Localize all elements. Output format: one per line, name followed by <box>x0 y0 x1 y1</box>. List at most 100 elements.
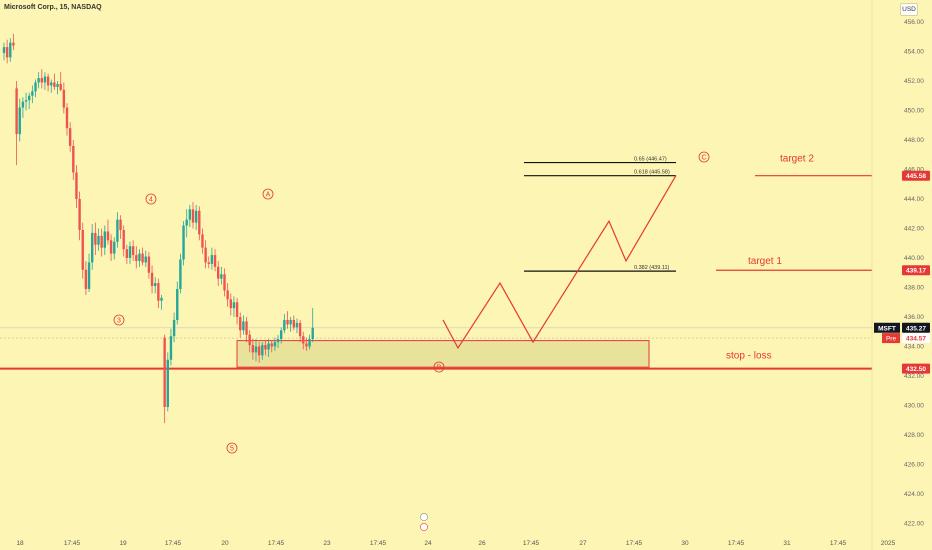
candle-body <box>34 82 37 92</box>
candle-body <box>53 82 56 87</box>
price-tick-label: 438.00 <box>904 285 924 292</box>
candle-body <box>295 322 299 328</box>
candle-body <box>125 249 129 258</box>
candle-body <box>12 42 15 46</box>
candle-body <box>302 336 305 344</box>
projected-wave-path <box>442 175 677 350</box>
target-1-price-tag-bg <box>902 265 930 276</box>
candle-body <box>135 255 138 261</box>
candle-body <box>276 339 280 343</box>
time-tick-label: 17:45 <box>728 540 745 547</box>
wave-label-3: 3 <box>117 318 121 325</box>
candle-body <box>15 88 18 135</box>
candle-body <box>59 83 62 90</box>
candle-body <box>154 283 157 287</box>
price-tick-label: 444.00 <box>904 196 924 203</box>
candle-body <box>122 229 125 250</box>
price-tick-label: 430.00 <box>904 403 924 410</box>
price-tick-label: 454.00 <box>904 49 924 56</box>
candle-body <box>37 78 40 83</box>
symbol-tag-bg <box>874 322 900 333</box>
candle-body <box>270 343 273 347</box>
time-tick-label: 24 <box>424 540 432 547</box>
candle-body <box>232 302 236 309</box>
candle-body <box>163 337 166 407</box>
candle-body <box>226 290 229 300</box>
wave-label-circle <box>145 193 157 205</box>
candle-body <box>220 274 223 279</box>
candle-body <box>210 255 214 264</box>
support-zone <box>236 340 650 368</box>
candle-body <box>109 240 113 254</box>
candle-body <box>264 345 267 350</box>
candle-body <box>289 319 292 325</box>
candle-body <box>81 229 84 270</box>
candle-body <box>24 100 28 102</box>
candle-body <box>166 359 169 407</box>
candle-body <box>72 145 75 173</box>
event-icon <box>420 513 428 521</box>
candle-body <box>160 297 163 301</box>
candle-body <box>78 199 81 230</box>
price-tick-label: 432.00 <box>904 373 924 380</box>
fib-level-label: 0.618 (445.58) <box>634 170 670 176</box>
wave-label-circle <box>113 314 125 326</box>
candle-body <box>147 256 151 273</box>
candle-body <box>21 101 25 108</box>
candle-body <box>223 274 226 291</box>
time-tick-label: 27 <box>579 540 587 547</box>
pre-market-price-tag-bg <box>902 333 930 344</box>
candle-body <box>68 128 72 146</box>
candle-body <box>311 327 314 340</box>
candle-body <box>179 259 182 289</box>
candle-body <box>191 209 195 223</box>
candle-body <box>141 253 144 263</box>
time-tick-label: 31 <box>783 540 791 547</box>
fib-level-label: 0.382 (439.11) <box>634 265 670 271</box>
candle-body <box>91 232 94 263</box>
price-tick-label: 428.00 <box>904 432 924 439</box>
time-tick-label: 17:45 <box>626 540 643 547</box>
candle-body <box>9 42 12 58</box>
candle-body <box>204 247 207 263</box>
time-tick-label: 17:45 <box>64 540 81 547</box>
candle-body <box>248 334 251 346</box>
candle-body <box>169 336 173 360</box>
candle-body <box>261 345 264 356</box>
stop-loss-price-tag: 432.50 <box>906 366 926 373</box>
candle-body <box>273 342 277 347</box>
currency-button[interactable]: USD <box>900 3 918 16</box>
candle-body <box>283 319 286 331</box>
candle-body <box>56 83 59 87</box>
stop-loss-label: stop - loss <box>726 351 772 362</box>
time-tick-label: 17:45 <box>523 540 540 547</box>
wave-label-circle <box>262 188 274 200</box>
candle-body <box>172 319 176 337</box>
target-2-price-tag: 445.58 <box>906 173 926 180</box>
candle-body <box>113 241 116 254</box>
candle-body <box>280 330 283 340</box>
candle-body <box>308 339 311 347</box>
time-tick-label: 17:45 <box>830 540 847 547</box>
price-tick-label: 442.00 <box>904 226 924 233</box>
current-price-tag-bg <box>902 322 930 333</box>
candle-body <box>198 210 201 235</box>
current-price-tag: 435.27 <box>906 325 926 332</box>
candle-body <box>5 47 9 58</box>
price-tick-label: 434.00 <box>904 344 924 351</box>
time-tick-label: 2025 <box>881 540 896 547</box>
target-1-label: target 1 <box>748 256 782 267</box>
stop-loss-price-tag-bg <box>902 363 930 374</box>
candle-body <box>18 107 21 135</box>
candle-body <box>229 299 232 309</box>
time-tick-label: 18 <box>16 540 24 547</box>
candle-body <box>2 47 6 53</box>
candle-body <box>100 235 103 248</box>
candle-body <box>87 262 91 289</box>
fib-level-label: 0.65 (446.47) <box>634 157 667 163</box>
time-tick-label: 30 <box>681 540 689 547</box>
candle-body <box>97 235 100 245</box>
candle-body <box>207 262 210 264</box>
